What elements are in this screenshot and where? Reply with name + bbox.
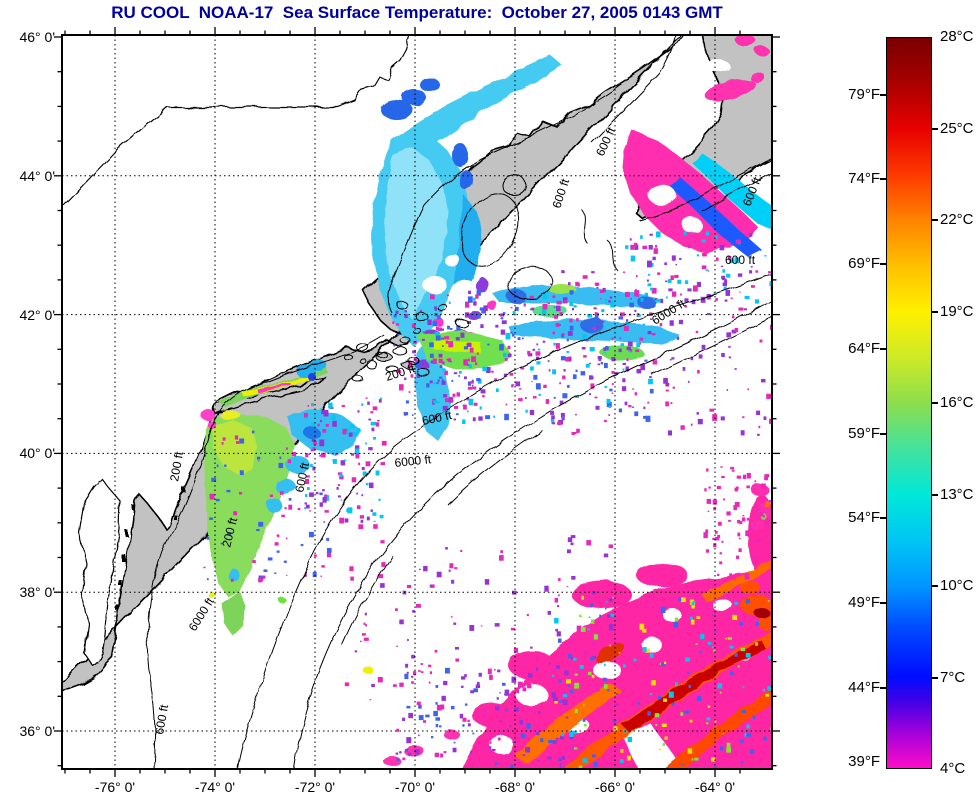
colorbar-celsius-label: 28°C [940,28,974,45]
lon-tick-label: -70° 0' [394,779,436,795]
lon-tick-label: -66° 0' [594,779,636,795]
lake-champlain-region [62,196,107,245]
contour-6000ft [293,299,772,769]
axis-ticks [54,27,780,777]
lat-tick-label: 44° 0' [19,167,55,184]
lon-tick-label: -76° 0' [94,779,136,795]
colorbar-tick [880,517,886,520]
cloud-patch [229,107,245,119]
contour-depth-label: 600 ft [292,461,312,494]
contour-200ft [146,84,623,769]
contour-600ft [237,272,772,769]
graticule [62,35,772,769]
colorbar-tick [932,585,938,587]
colorbar-tick [880,178,886,181]
colorbar-tick [932,676,938,679]
contour-fundy [591,35,677,144]
colorbar-tick [932,219,938,221]
colorbar-fahrenheit-label: 39°F [848,753,880,770]
colorbar [886,37,932,769]
colorbar-celsius-label: 7°C [940,668,966,686]
contour-depth-label: 200 ft [167,450,186,483]
cloud-patch [705,59,729,71]
sst-gom-light [384,147,448,319]
lat-tick-label: 38° 0' [19,584,55,601]
colorbar-tick [880,601,886,604]
colorbar-tick [880,686,886,689]
lon-tick-label: -64° 0' [694,779,736,795]
colorbar-tick [880,263,886,266]
contour-depth-label: 600 ft [421,408,454,428]
lat-tick-label: 46° 0' [19,29,55,45]
cloud-patch [206,60,242,80]
contour-depth-label: 600 ft [725,253,756,267]
colorbar-fahrenheit-label: 64°F [848,339,880,357]
lat-tick-label: 42° 0' [19,306,55,323]
sst-patches [201,35,772,769]
colorbar-fahrenheit-label: 59°F [848,424,880,442]
sst-maine-coast-band [410,55,562,143]
plot-frame [61,34,773,770]
lon-tick-label: -74° 0' [194,779,236,795]
colorbar-celsius-label: 10°C [940,577,974,594]
colorbar-fahrenheit-label: 79°F [848,85,880,103]
colorbar-tick [932,127,938,130]
lake [115,165,129,205]
colorbar-fahrenheit-label: 74°F [848,170,880,188]
colorbar-fahrenheit-label: 44°F [848,678,880,696]
lon-tick-label: -68° 0' [494,779,536,795]
cloud-patch [694,72,710,82]
contour-depth-label: 6000 ft [394,452,433,470]
cloud-patch [84,267,96,293]
colorbar-fahrenheit-label: 49°F [848,593,880,611]
colorbar-celsius-label: 22°C [940,211,974,228]
contour-nova-scotia [639,157,772,222]
colorbar-tick [932,493,938,496]
sst-fundy-cyan [692,153,772,229]
coastal-marsh-specks [116,487,185,611]
lon-tick-label: -72° 0' [294,779,336,795]
colorbar-celsius-label: 25°C [940,119,974,137]
colorbar-celsius-label: 13°C [940,485,974,503]
colorbar-tick [932,310,938,313]
colorbar-celsius-label: 4°C [940,760,966,777]
page-title: RU COOL NOAA-17 Sea Surface Temperature:… [111,3,723,22]
sst-gom-mid [454,195,482,297]
colorbar-tick [880,347,886,350]
us-canada-border [62,35,411,208]
colorbar-tick [880,93,886,96]
sst-speckle-noise [203,231,772,769]
colorbar-celsius-label: 19°C [940,302,974,320]
block-island [358,357,366,363]
colorbar-celsius-label: 16°C [940,394,974,411]
contour-depth-label: 600 ft [152,703,171,736]
sst-fundy-blue [670,177,762,257]
colorbar-fahrenheit-label: 69°F [848,255,880,273]
colorbar-fahrenheit-label: 54°F [848,509,880,527]
marthas-vineyard [375,352,393,362]
bathymetry-contours [146,35,772,769]
colorbar-tick [880,432,886,435]
lat-tick-label: 36° 0' [19,723,55,739]
sst-georges-streak-1 [492,285,662,309]
colorbar-tick [932,402,938,404]
lat-tick-label: 40° 0' [19,445,55,462]
